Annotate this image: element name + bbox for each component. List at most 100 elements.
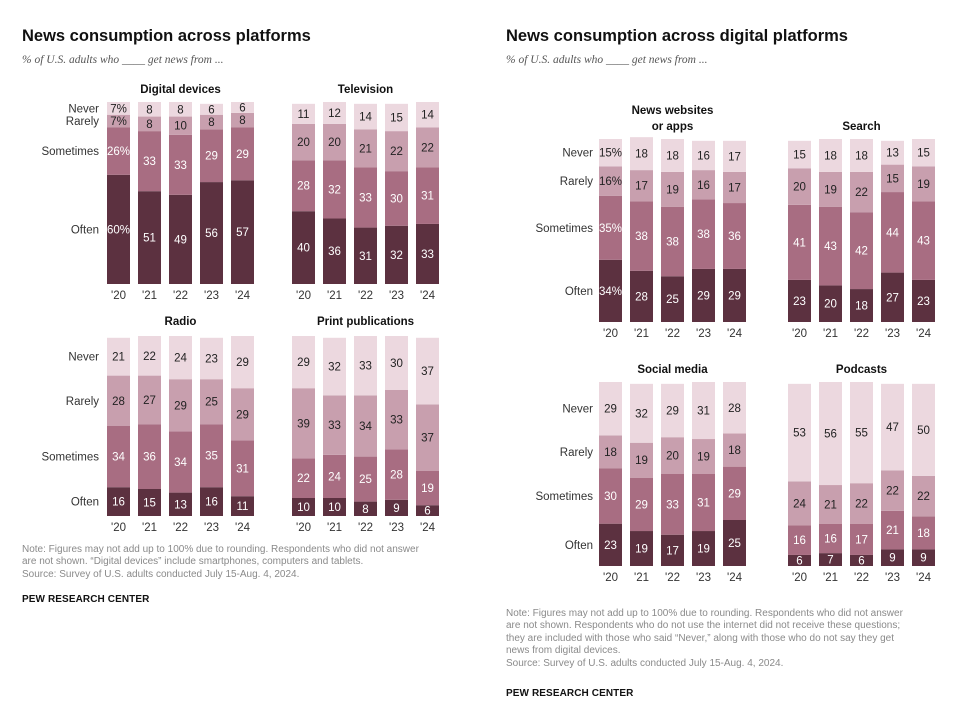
x-tick-label: '23 <box>204 522 219 534</box>
bar-segment-sometimes <box>416 167 439 224</box>
bar-segment-often <box>788 554 811 566</box>
data-label: 32 <box>390 250 403 262</box>
data-label: 9 <box>393 503 399 515</box>
data-label: 40 <box>297 243 310 255</box>
data-label: 25 <box>359 474 372 486</box>
bar-segment-often <box>323 498 346 516</box>
data-label: 57 <box>236 227 249 239</box>
data-label: 23 <box>917 296 930 308</box>
data-label: 43 <box>824 241 837 253</box>
x-tick-label: '20 <box>603 328 618 340</box>
bar-segment-sometimes <box>138 131 161 192</box>
data-label: 35% <box>599 223 622 235</box>
data-label: 24 <box>793 498 806 510</box>
bar-segment-rarely <box>107 375 130 426</box>
left-footer: PEW RESEARCH CENTER <box>22 594 150 605</box>
data-label: 33 <box>174 160 187 172</box>
bar-segment-often <box>231 180 254 284</box>
data-label: 17 <box>855 534 868 546</box>
series-label-rarely: Rarely <box>66 116 99 128</box>
bar-segment-rarely <box>323 395 346 455</box>
bar-segment-sometimes <box>231 127 254 181</box>
bar-segment-rarely <box>788 168 811 205</box>
bar-segment-rarely <box>630 442 653 478</box>
bar-segment-never <box>819 139 842 172</box>
data-label: 44 <box>886 227 899 239</box>
data-label: 22 <box>297 473 310 485</box>
x-tick-label: '24 <box>727 328 743 340</box>
data-label: 15 <box>143 498 156 510</box>
bar-segment-never <box>323 337 346 396</box>
bar-segment-often <box>881 549 904 566</box>
x-tick-label: '20 <box>111 290 126 302</box>
data-label: 8 <box>146 104 152 116</box>
bar-segment-never <box>661 383 684 438</box>
data-label: 17 <box>635 181 648 193</box>
x-tick-label: '20 <box>296 290 311 302</box>
bar-segment-rarely <box>819 485 842 524</box>
bar-segment-often <box>881 272 904 322</box>
left-source: Source: Survey of U.S. adults conducted … <box>22 568 300 580</box>
data-label: 29 <box>697 290 710 302</box>
bar-segment-rarely <box>354 129 377 168</box>
data-label: 34% <box>599 286 622 298</box>
data-label: 41 <box>793 237 806 249</box>
x-tick-label: '21 <box>142 290 157 302</box>
bar-segment-rarely <box>292 123 315 161</box>
data-label: 6 <box>858 555 864 567</box>
bar-segment-often <box>416 223 439 284</box>
bar-segment-never <box>912 383 935 476</box>
data-label: 21 <box>359 143 372 155</box>
x-tick-label: '24 <box>235 522 251 534</box>
data-label: 29 <box>635 499 648 511</box>
data-label: 53 <box>793 428 806 440</box>
data-label: 31 <box>697 498 710 510</box>
data-label: 22 <box>421 143 434 155</box>
data-label: 26% <box>107 146 130 158</box>
bar-segment-sometimes <box>385 449 408 500</box>
right-note-line: news from digital devices. <box>506 645 621 657</box>
data-label: 23 <box>205 354 218 366</box>
bar-segment-sometimes <box>599 195 622 260</box>
bar-segment-often <box>692 531 715 566</box>
bar-segment-never <box>416 102 439 128</box>
bar-segment-rarely <box>788 481 811 526</box>
x-tick-label: '22 <box>358 290 373 302</box>
data-label: 30 <box>390 358 403 370</box>
bar-segment-sometimes <box>692 199 715 269</box>
bar-segment-never <box>819 382 842 486</box>
bar-segment-sometimes <box>788 525 811 555</box>
bar-segment-sometimes <box>881 510 904 550</box>
bar-segment-rarely <box>630 170 653 202</box>
data-label: 38 <box>666 236 679 248</box>
series-label-often: Often <box>565 286 593 298</box>
data-label: 19 <box>635 544 648 556</box>
data-label: 21 <box>886 525 899 537</box>
bar-segment-never <box>850 382 873 484</box>
bar-segment-sometimes <box>292 160 315 212</box>
bar-segment-never <box>599 382 622 436</box>
data-label: 22 <box>390 146 403 158</box>
data-label: 15 <box>793 150 806 162</box>
bar-segment-rarely <box>850 483 873 524</box>
bar-segment-often <box>723 520 746 566</box>
series-label-rarely: Rarely <box>560 176 593 188</box>
chart-title-news-websites-or-apps: or apps <box>652 121 694 133</box>
bar-segment-sometimes <box>912 516 935 550</box>
data-label: 15 <box>886 173 899 185</box>
data-label: 36 <box>328 246 341 258</box>
x-tick-label: '22 <box>173 290 188 302</box>
bar-segment-never <box>850 139 873 172</box>
data-label: 37 <box>421 433 434 445</box>
data-label: 29 <box>236 357 249 369</box>
bar-segment-often <box>169 492 192 516</box>
bar-segment-never <box>630 383 653 443</box>
bar-segment-never <box>385 103 408 132</box>
bar-segment-never <box>788 140 811 169</box>
bar-segment-often <box>292 498 315 516</box>
data-label: 8 <box>177 104 183 116</box>
data-label: 17 <box>728 182 741 194</box>
data-label: 31 <box>421 191 434 203</box>
bar-segment-sometimes <box>850 523 873 555</box>
data-label: 18 <box>824 150 837 162</box>
